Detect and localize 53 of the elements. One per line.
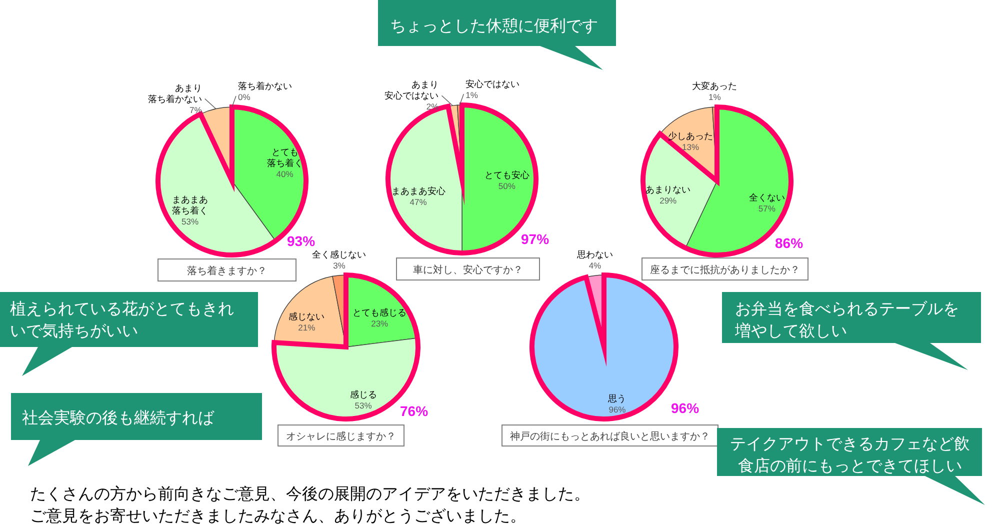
slice-label: とても感じる — [352, 308, 407, 318]
text: たくさんの方から前向きなご意見、今後の展開のアイデアをいただきました。 — [30, 485, 590, 503]
text: 車に対し、安心ですか？ — [413, 264, 523, 276]
text: テイクアウトできるカフェなど飲食店の前にもっとできてほしい — [730, 436, 970, 475]
text: ちょっとした休憩に便利です — [390, 17, 598, 35]
slice-label: あまり安心ではない — [384, 80, 439, 101]
text: オシャレに感じますか？ — [286, 430, 396, 442]
slice-label: とても落ち着く — [266, 147, 303, 168]
slice-label: 安心ではない — [466, 79, 520, 90]
data-label: 47% — [410, 197, 428, 208]
text: 社会実験の後も継続すれば — [22, 409, 215, 427]
data-label: 57% — [758, 203, 776, 214]
data-label: 3% — [333, 260, 346, 270]
slice-label: 全く感じない — [312, 249, 366, 260]
data-label: 50% — [498, 181, 516, 191]
text: ご意見をお寄せいただきましたみなさん、ありがとうございました。 — [30, 507, 526, 525]
slice-label: 感じる — [350, 390, 377, 400]
data-label: 13% — [682, 142, 700, 152]
data-label: 7% — [190, 104, 202, 115]
text: 97% — [521, 231, 550, 247]
text: 96% — [671, 400, 700, 416]
slice-label: 思わない — [576, 250, 613, 260]
text: 植えられている花がとてもきれいで気持ちがいい — [10, 300, 234, 340]
slice-label: 少しあった — [668, 130, 714, 141]
data-label: 53% — [354, 400, 372, 411]
text: お弁当を食べられるテーブルを増やして欲しい — [734, 300, 959, 340]
slice-label: とても安心 — [484, 170, 530, 180]
data-label: 40% — [276, 169, 294, 180]
data-label: 23% — [371, 318, 389, 329]
data-label: 29% — [660, 195, 678, 206]
slice-label: 全くない — [748, 192, 785, 202]
text: 76% — [400, 403, 428, 419]
data-label: 1% — [708, 92, 722, 102]
text: 86% — [775, 235, 804, 251]
data-label: 1% — [466, 90, 478, 100]
category-label: 落ち着かない — [238, 81, 292, 91]
slice-label: まあまあ落ち着く — [172, 194, 208, 216]
data-label: 53% — [182, 216, 200, 226]
data-label: 21% — [298, 322, 316, 332]
slice-label: あまりない — [646, 184, 691, 194]
data-label: 96% — [608, 404, 626, 414]
slice-label: まあまあ安心 — [391, 186, 446, 196]
text: 座るまでに抵抗がありましたか？ — [650, 264, 800, 276]
text: 神戸の街にもっとあれば良いと思いますか？ — [510, 430, 710, 442]
data-label: 2% — [426, 102, 440, 112]
text: 落ち着きますか？ — [187, 265, 267, 277]
data-label: 4% — [588, 260, 602, 271]
text: 93% — [287, 233, 316, 249]
slice-label: あまり落ち着かない — [148, 82, 202, 104]
slice-label: 感じない — [288, 311, 325, 322]
text: 0% — [238, 92, 250, 102]
slice-label: 大変あった — [692, 81, 738, 92]
slice-label: 思う — [607, 393, 626, 404]
